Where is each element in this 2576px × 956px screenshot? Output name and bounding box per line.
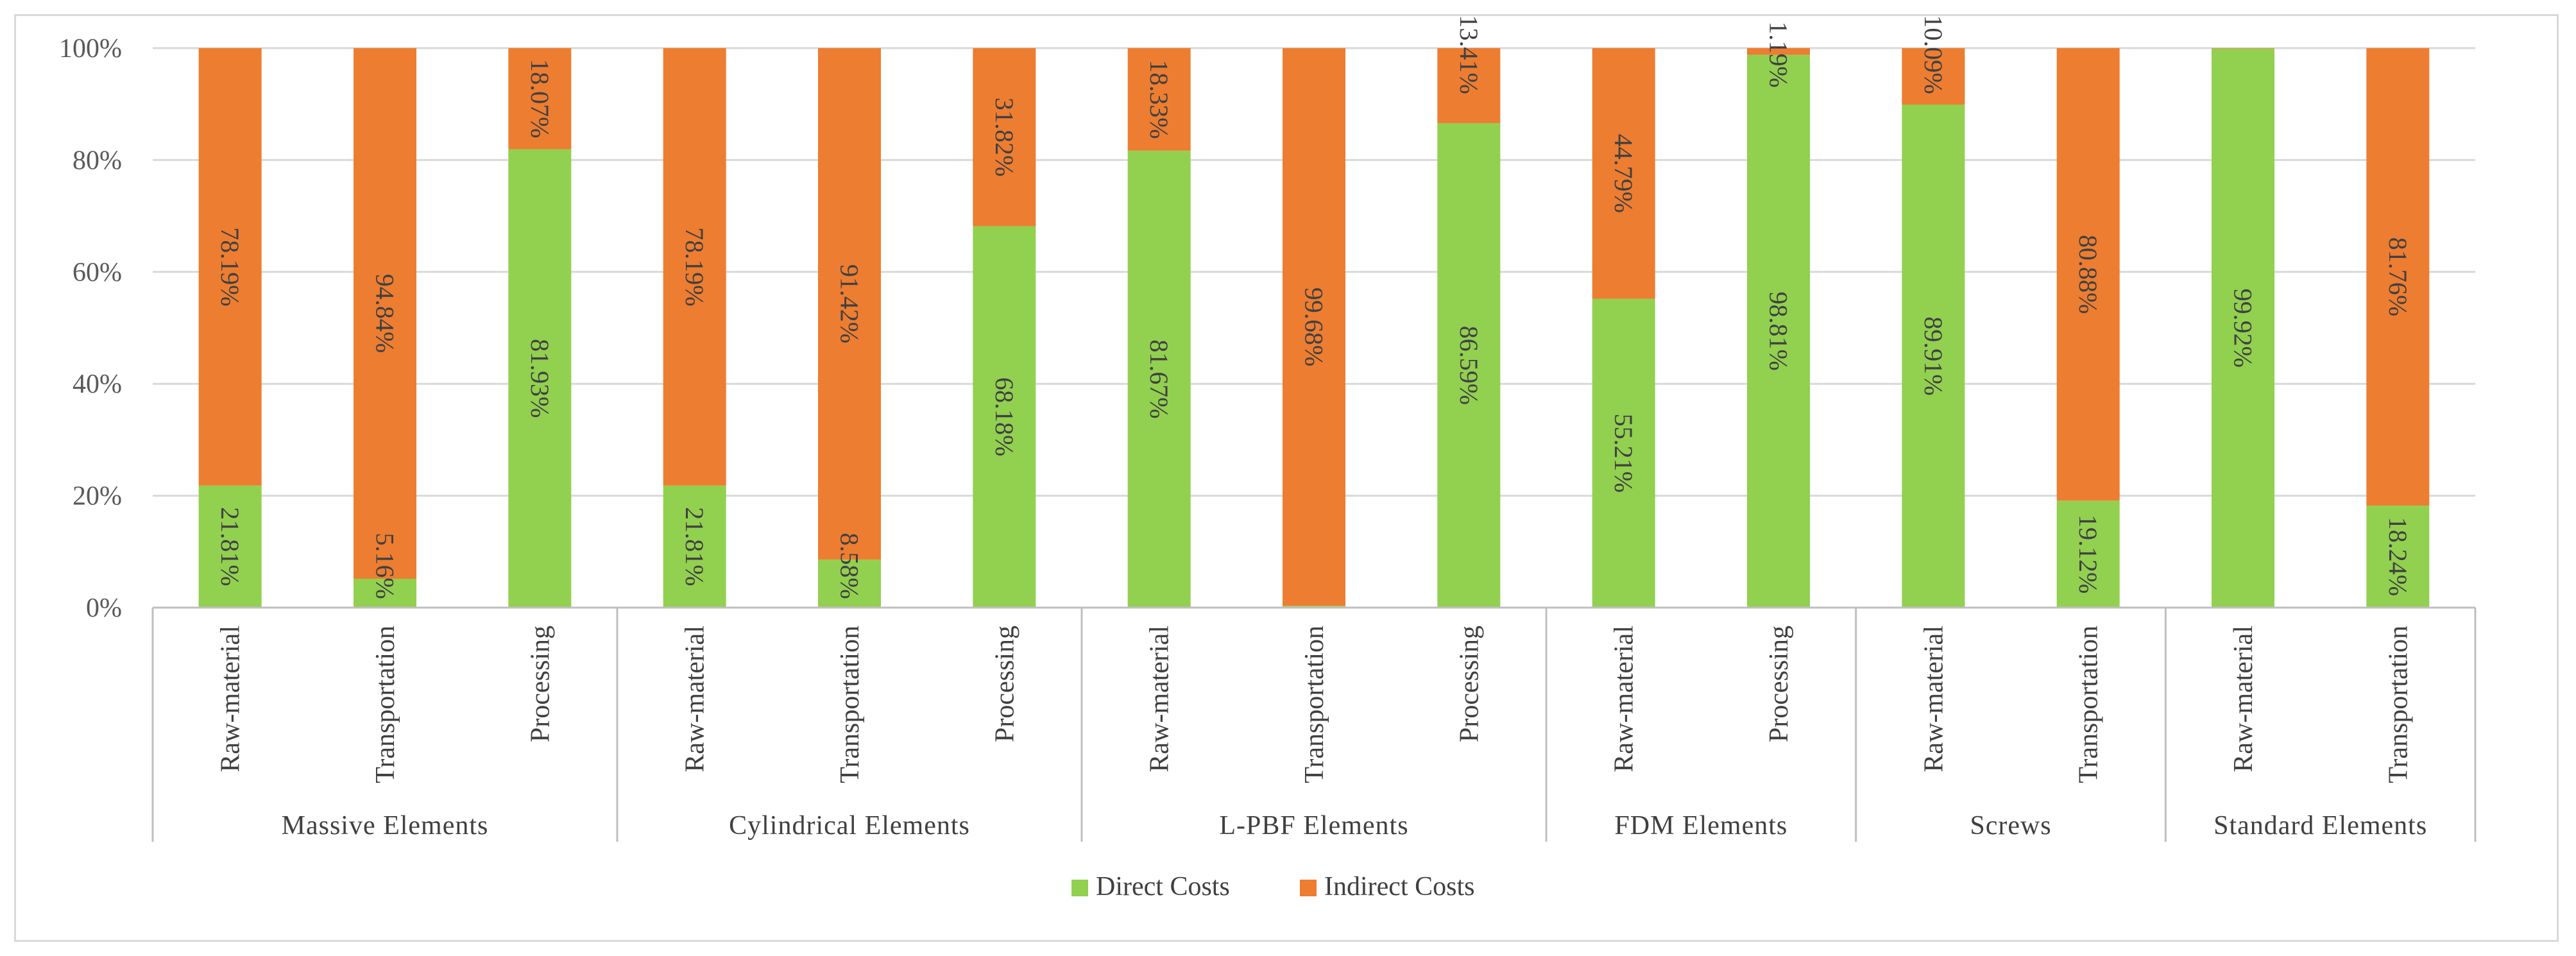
bar-indirect-costs	[2212, 48, 2274, 49]
x-category-label: Transportation	[1300, 626, 1329, 783]
data-label-direct-costs: 81.67%	[1145, 339, 1173, 418]
y-axis-ticks: 0% 20% 40% 60% 80% 100%	[59, 34, 122, 623]
data-label-direct-costs: 18.24%	[2384, 517, 2412, 596]
bar-direct-costs	[818, 559, 881, 608]
x-category-label: Raw-material	[1610, 626, 1639, 772]
data-label-direct-costs: 55.21%	[1609, 414, 1638, 493]
x-category-label: Processing	[1764, 626, 1794, 742]
data-label-indirect-costs: 44.79%	[1609, 134, 1638, 213]
bar-indirect-costs	[973, 48, 1036, 226]
bar-direct-costs	[1592, 298, 1655, 608]
x-group-label: FDM Elements	[1614, 811, 1787, 841]
x-group-label: Cylindrical Elements	[729, 811, 970, 841]
x-axis: Raw-material Transportation Processing Raw-…	[151, 606, 2477, 842]
data-label-direct-costs: 8.58%	[835, 533, 864, 599]
data-label-indirect-costs: 10.09%	[1919, 15, 1948, 94]
bar-direct-costs	[2366, 505, 2430, 608]
data-label-indirect-costs: 1.19%	[1764, 21, 1793, 87]
data-label-indirect-costs: 78.19%	[680, 227, 709, 306]
data-label-direct-costs: 81.93%	[525, 339, 554, 418]
legend: Direct Costs Indirect Costs	[1071, 872, 1474, 901]
x-category-label: Processing	[525, 626, 555, 742]
x-category-label: Raw-material	[216, 626, 246, 772]
x-group-label: L-PBF Elements	[1219, 811, 1408, 841]
x-group-label: Standard Elements	[2213, 811, 2427, 841]
data-label-indirect-costs: 94.84%	[371, 274, 400, 353]
bar-direct-costs	[663, 485, 726, 608]
x-category-label: Processing	[1454, 626, 1484, 742]
bar-indirect-costs	[818, 48, 881, 560]
bar-direct-costs	[1902, 104, 1965, 608]
data-label-direct-costs: 99.92%	[2229, 289, 2258, 368]
bar-indirect-costs	[1437, 48, 1501, 123]
bar-direct-costs	[973, 226, 1036, 608]
y-tick-label: 40%	[73, 370, 122, 399]
y-tick-label: 80%	[73, 146, 122, 175]
x-category-label: Raw-material	[1919, 626, 1949, 772]
bar-indirect-costs	[198, 48, 262, 486]
data-label-direct-costs: 68.18%	[990, 377, 1019, 456]
x-category-label: Raw-material	[2229, 626, 2258, 772]
data-label-indirect-costs: 78.19%	[216, 227, 244, 306]
legend-swatch	[1300, 880, 1317, 896]
data-label-indirect-costs: 81.76%	[2384, 237, 2412, 316]
bar-direct-costs	[198, 485, 262, 608]
data-labels: 21.81% 78.19% 5.16% 94.84% 81.93% 18.07% 21.81…	[216, 15, 2412, 599]
bar-indirect-costs	[354, 48, 416, 579]
bar-indirect-costs	[1127, 48, 1191, 151]
y-tick-label: 60%	[73, 258, 122, 287]
data-label-direct-costs: 21.81%	[216, 507, 244, 586]
data-label-indirect-costs: 18.33%	[1145, 60, 1173, 139]
data-label-direct-costs: 98.81%	[1764, 292, 1793, 371]
bar-direct-costs	[1747, 55, 1810, 608]
x-category-label: Transportation	[2384, 626, 2413, 783]
x-group-label: Massive Elements	[282, 811, 489, 841]
bar-indirect-costs	[1592, 48, 1655, 299]
bar-indirect-costs	[2056, 48, 2120, 501]
data-label-indirect-costs: 91.42%	[835, 264, 864, 343]
data-label-indirect-costs: 13.41%	[1454, 15, 1483, 94]
legend-label: Indirect Costs	[1324, 872, 1474, 901]
bar-direct-costs	[1437, 123, 1501, 608]
bar-direct-costs	[1127, 150, 1191, 608]
x-group-label: Screws	[1970, 811, 2051, 841]
data-label-indirect-costs: 31.82%	[990, 98, 1019, 176]
y-tick-label: 0%	[86, 593, 122, 623]
x-category-label: Raw-material	[681, 626, 710, 772]
x-category-label: Transportation	[835, 626, 865, 783]
data-label-direct-costs: 19.12%	[2074, 515, 2103, 593]
x-category-label: Transportation	[2074, 626, 2104, 783]
bar-indirect-costs	[1283, 48, 1345, 606]
x-category-label: Processing	[990, 626, 1019, 742]
bar-indirect-costs	[663, 48, 726, 486]
bars	[198, 48, 2430, 608]
legend-swatch	[1071, 880, 1088, 896]
data-label-indirect-costs: 99.68%	[1300, 287, 1329, 366]
x-category-label: Transportation	[371, 626, 400, 783]
bar-direct-costs	[2056, 500, 2120, 608]
bar-direct-costs	[508, 149, 572, 608]
bar-direct-costs	[2212, 48, 2274, 608]
bar-indirect-costs	[1747, 48, 1810, 55]
y-tick-label: 100%	[59, 34, 122, 64]
x-category-label: Raw-material	[1145, 626, 1175, 772]
bar-indirect-costs	[2366, 48, 2430, 506]
bar-indirect-costs	[508, 48, 572, 149]
bar-indirect-costs	[1902, 48, 1965, 105]
data-label-indirect-costs: 18.07%	[525, 59, 554, 138]
data-label-direct-costs: 89.91%	[1919, 316, 1948, 395]
bar-direct-costs	[354, 579, 416, 608]
y-tick-label: 20%	[73, 482, 122, 511]
data-label-direct-costs: 86.59%	[1454, 326, 1483, 405]
data-label-indirect-costs: 80.88%	[2074, 235, 2103, 314]
legend-label: Direct Costs	[1096, 872, 1230, 901]
data-label-direct-costs: 5.16%	[371, 533, 400, 599]
data-label-direct-costs: 21.81%	[680, 507, 709, 586]
